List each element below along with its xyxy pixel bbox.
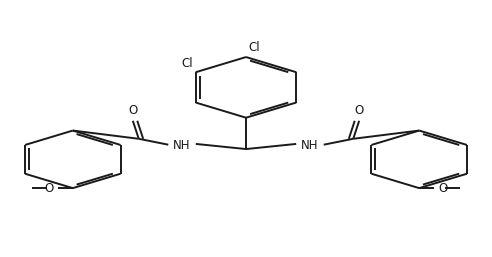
Text: Cl: Cl <box>182 57 193 70</box>
Text: Cl: Cl <box>248 41 260 54</box>
Text: NH: NH <box>301 139 319 152</box>
Text: O: O <box>355 104 364 117</box>
Text: O: O <box>45 182 54 195</box>
Text: O: O <box>438 182 447 195</box>
Text: NH: NH <box>173 139 191 152</box>
Text: O: O <box>128 104 137 117</box>
